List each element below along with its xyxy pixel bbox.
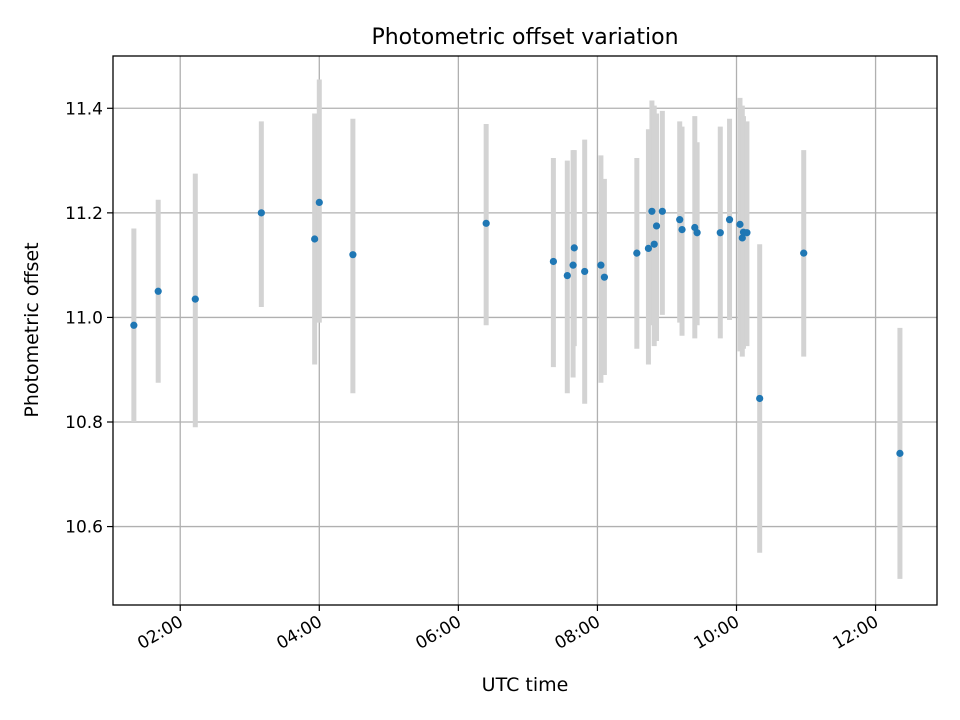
data-point	[563, 272, 571, 280]
data-point	[725, 216, 734, 224]
data-point	[154, 287, 162, 295]
data-point	[743, 229, 751, 237]
data-point	[716, 229, 724, 237]
data-points	[130, 198, 904, 457]
data-point	[658, 207, 666, 215]
data-point	[693, 229, 701, 237]
y-tick-label: 10.6	[65, 518, 103, 538]
data-point	[482, 219, 490, 227]
data-point	[756, 394, 764, 403]
x-axis-label: UTC time	[482, 674, 569, 696]
data-point	[191, 295, 199, 303]
y-axis-ticks: 10.6 10.8 11.0 11.2 11.4	[65, 99, 113, 538]
y-tick-label: 11.4	[65, 99, 103, 119]
y-tick-label: 11.0	[65, 308, 103, 328]
y-tick-label: 10.8	[65, 413, 103, 433]
data-point	[349, 251, 357, 259]
data-point	[549, 257, 557, 266]
data-point	[738, 234, 746, 242]
data-point	[800, 249, 808, 257]
data-point	[644, 244, 653, 253]
data-point	[633, 249, 641, 257]
grid	[113, 56, 937, 605]
data-point	[569, 261, 577, 269]
data-point	[652, 222, 661, 230]
data-point	[896, 449, 904, 457]
data-point	[130, 321, 138, 329]
data-point	[736, 220, 744, 228]
y-axis-label: Photometric offset	[21, 242, 43, 417]
chart-title: Photometric offset variation	[371, 25, 678, 50]
data-point	[676, 216, 684, 224]
plot-frame	[112, 55, 938, 606]
y-tick-label: 11.2	[65, 204, 103, 224]
data-point	[600, 273, 608, 281]
data-point	[648, 207, 656, 215]
data-point	[257, 209, 265, 217]
data-point	[678, 225, 686, 234]
data-point	[570, 244, 578, 252]
data-point	[597, 261, 605, 269]
data-point	[581, 267, 589, 276]
data-point	[650, 240, 658, 248]
data-point	[311, 235, 319, 243]
data-point	[315, 198, 323, 206]
